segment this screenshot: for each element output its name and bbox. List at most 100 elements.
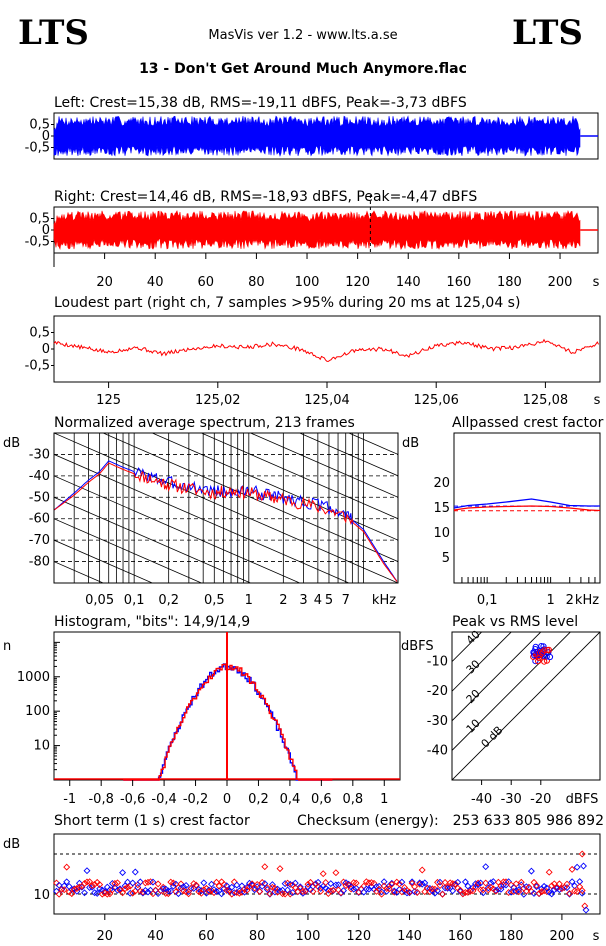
short_term_crest-point (428, 887, 436, 895)
short_term_crest-xtick-label: 100 (296, 929, 321, 944)
short_term_crest-xtick-label: 140 (397, 929, 422, 944)
short_term_crest-point (218, 890, 226, 898)
short_term_crest-point (241, 885, 248, 893)
short_term_crest-point (233, 881, 241, 889)
right-ytick-label: -0,5 (25, 235, 50, 250)
allpassed-xtick-label: 1 (546, 593, 554, 608)
right-xtick-label: 20 (96, 275, 113, 290)
spectrum-ytick-label: -30 (29, 447, 50, 462)
short_term_crest-point (461, 878, 469, 886)
short_term_crest-xtick-label: 60 (198, 929, 215, 944)
allpassed-series-r-line (453, 505, 601, 512)
spectrum-slope-guide (347, 433, 398, 455)
spectrum-xtick-label: 0,5 (204, 593, 225, 608)
peak_vs_rms-point (532, 643, 539, 651)
short_term_crest-point (413, 889, 421, 896)
spectrum-ytick-label: -70 (29, 533, 50, 548)
peak_vs_rms-point (531, 652, 538, 659)
short_term_crest-xtick-label: 20 (97, 929, 114, 944)
short_term_crest-point (578, 887, 586, 894)
loudest-xunit: s (594, 393, 601, 408)
short_term_crest-point (373, 887, 380, 895)
peak_vs_rms-crest-label: 30 (464, 657, 483, 676)
left-title: Left: Crest=15,38 dB, RMS=-19,11 dBFS, P… (54, 95, 467, 111)
short_term_crest-point (345, 881, 353, 889)
short_term_crest-point (289, 889, 297, 896)
peak_vs_rms-crest-label: 10 (464, 717, 483, 736)
histogram-xtick-label: 0,6 (311, 792, 332, 807)
short_term_crest-point (576, 878, 584, 886)
spectrum-slope-guide (151, 433, 398, 541)
short_term_crest-point (281, 890, 289, 898)
spectrum-xtick-label: 0,05 (85, 593, 114, 608)
short_term_crest-point (200, 879, 208, 887)
short_term_crest-point (301, 887, 309, 895)
peak_vs_rms-ytick-label: -20 (427, 684, 448, 699)
short_term_crest-point (375, 885, 383, 893)
short_term_crest-point (571, 882, 579, 890)
track-title: 13 - Don't Get Around Much Anymore.flac (139, 61, 467, 77)
short_term_crest-point (266, 890, 274, 898)
allpassed-xtick-label: 2 (566, 593, 574, 608)
short_term_crest-point (263, 886, 271, 893)
spectrum-series-l-line (54, 460, 398, 582)
short_term_crest-point (60, 882, 68, 890)
short_term_crest-point (60, 886, 68, 894)
short_term_crest-point (406, 889, 413, 897)
histogram-title: Histogram, "bits": 14,9/14,9 (54, 614, 250, 630)
short_term_crest-point (116, 885, 124, 893)
short_term_crest-point (253, 881, 261, 888)
short_term_crest-point (263, 884, 271, 892)
histogram-xtick-label: 1 (380, 792, 388, 807)
loudest-title: Loudest part (right ch, 7 samples >95% d… (54, 295, 520, 311)
short_term_crest-point (228, 890, 236, 898)
right-xtick-label: 200 (548, 275, 573, 290)
allpassed-crest-panel: Allpassed crest factor dB 20 15 10 5 0,1 1 2 kHz (402, 415, 604, 608)
spectrum-ytick-label: -60 (29, 512, 50, 527)
short_term_crest-checksum-value: 253 633 805 986 892 (453, 813, 604, 829)
short_term_crest-point (421, 879, 429, 887)
short_term_crest-point (390, 887, 398, 895)
histogram-ytick-label: 100 (25, 704, 50, 719)
allpassed-xtick-label: 0,1 (477, 593, 498, 608)
short_term_crest-point (167, 887, 175, 895)
short_term_crest-point (276, 865, 284, 873)
spectrum-xtick-label: 4 (314, 593, 322, 608)
short_term_crest-point (213, 878, 220, 886)
short_term_crest-point (352, 884, 360, 892)
allpassed-ytick-label: 5 (442, 551, 450, 566)
short_term_crest-point (299, 889, 307, 897)
short_term_crest-point (53, 879, 60, 887)
short_term_crest-point (230, 878, 238, 886)
spectrum-slope-guide (54, 539, 154, 583)
peak_vs_rms-crest-label: 0 dB (479, 724, 506, 751)
short_term_crest-point (63, 878, 71, 886)
peak_vs_rms-xtick-label: -40 (471, 792, 492, 807)
short_term_crest-point (406, 888, 413, 896)
spectrum-ytick-label: -40 (29, 469, 50, 484)
short_term_crest-point (149, 878, 157, 886)
peak_vs_rms-xtick-label: -30 (501, 792, 522, 807)
short_term_crest-point (248, 880, 256, 888)
short_term_crest-point (393, 878, 401, 886)
short_term_crest-point (439, 890, 446, 898)
short_term_crest-point (441, 879, 449, 886)
short_term_crest-point (322, 884, 330, 892)
short_term_crest-point (261, 880, 269, 888)
short_term_crest-point (573, 888, 581, 895)
short_term_crest-point (568, 865, 576, 873)
short_term_crest-point (291, 884, 299, 892)
short_term_crest-point (395, 886, 403, 893)
spectrum-slope-guide (54, 518, 203, 583)
short_term_crest-point (492, 887, 500, 895)
short_term_crest-point (365, 885, 373, 893)
peak_vs_rms-point (538, 643, 545, 650)
short_term_crest-point (492, 886, 500, 894)
short_term_crest-point (159, 883, 167, 891)
short_term_crest-point (261, 863, 269, 871)
short_term_crest-point (223, 882, 231, 890)
short_term_crest-point (563, 880, 571, 888)
histogram-xtick-label: 0,2 (248, 792, 269, 807)
short_term_crest-point (464, 888, 472, 896)
peak_vs_rms-crest-label: 20 (464, 687, 483, 706)
